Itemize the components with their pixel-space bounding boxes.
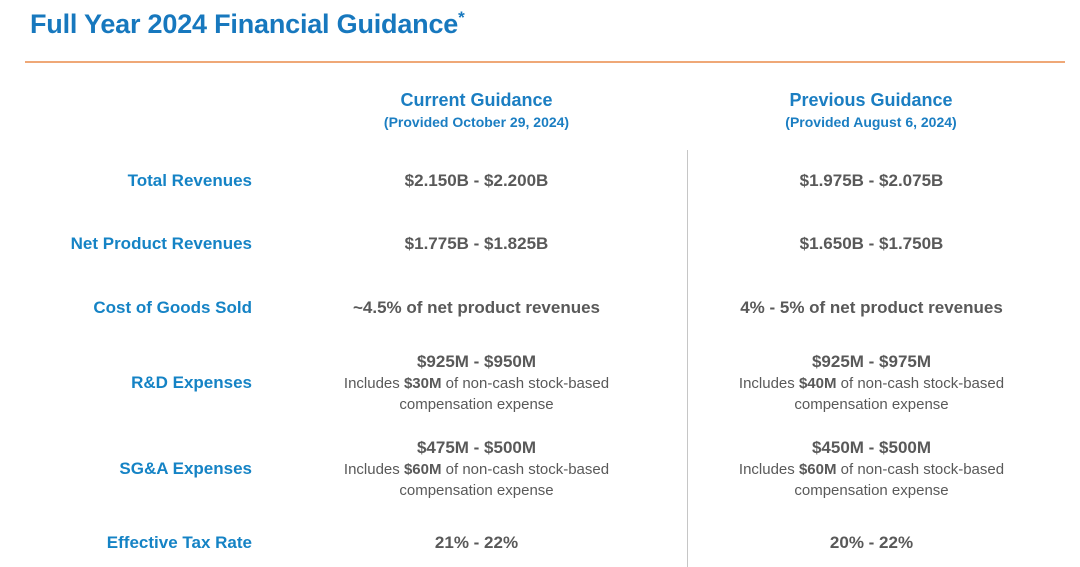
value-text: $450M - $500M bbox=[811, 437, 932, 457]
value-text: $2.150B - $2.200B bbox=[404, 171, 549, 190]
value-text: $925M - $950M bbox=[416, 351, 537, 371]
value-text: $1.975B - $2.075B bbox=[799, 171, 944, 190]
value-text: $1.650B - $1.750B bbox=[799, 233, 944, 253]
note-amount: $40M bbox=[798, 374, 837, 392]
value-note: Includes $60M of non-cash stock-based co… bbox=[317, 459, 637, 501]
cell-sga-expenses-previous: $450M - $500M Includes $60M of non-cash … bbox=[687, 425, 1055, 512]
guidance-table: Total Revenues $2.150B - $2.200B $1.975B… bbox=[0, 150, 1055, 567]
value-text: $475M - $500M bbox=[416, 437, 537, 457]
note-prefix: Includes bbox=[738, 374, 799, 392]
title-divider-line bbox=[25, 61, 1065, 63]
row-label-sga-expenses: SG&A Expenses bbox=[0, 425, 266, 512]
cell-rd-expenses-previous: $925M - $975M Includes $40M of non-cash … bbox=[687, 340, 1055, 425]
note-suffix: of non-cash stock-based compensation exp… bbox=[794, 460, 1005, 499]
previous-guidance-date: (Provided August 6, 2024) bbox=[785, 114, 957, 130]
page-title-text: Full Year 2024 Financial Guidance bbox=[30, 9, 459, 39]
cell-total-revenues-previous: $1.975B - $2.075B bbox=[687, 150, 1055, 212]
row-label-net-product-revenues: Net Product Revenues bbox=[0, 212, 266, 275]
value-note: Includes $60M of non-cash stock-based co… bbox=[712, 459, 1032, 501]
note-amount: $60M bbox=[403, 460, 442, 478]
row-label-rd-expenses: R&D Expenses bbox=[0, 340, 266, 425]
note-suffix: of non-cash stock-based compensation exp… bbox=[794, 374, 1005, 413]
value-text: ~4.5% of net product revenues bbox=[352, 297, 601, 317]
column-header-current: Current Guidance (Provided October 29, 2… bbox=[266, 88, 687, 132]
cell-cogs-current: ~4.5% of net product revenues bbox=[266, 275, 687, 340]
value-note: Includes $30M of non-cash stock-based co… bbox=[317, 373, 637, 415]
cell-sga-expenses-current: $475M - $500M Includes $60M of non-cash … bbox=[266, 425, 687, 512]
value-text: $925M - $975M bbox=[811, 351, 932, 371]
value-text: 20% - 22% bbox=[829, 533, 914, 552]
current-guidance-date: (Provided October 29, 2024) bbox=[383, 114, 570, 130]
cell-effective-tax-rate-previous: 20% - 22% bbox=[687, 512, 1055, 567]
value-text: 21% - 22% bbox=[434, 533, 519, 552]
note-prefix: Includes bbox=[738, 460, 799, 478]
cell-net-product-revenues-previous: $1.650B - $1.750B bbox=[687, 212, 1055, 275]
value-note: Includes $40M of non-cash stock-based co… bbox=[712, 373, 1032, 415]
column-header-previous: Previous Guidance (Provided August 6, 20… bbox=[687, 88, 1055, 132]
note-suffix: of non-cash stock-based compensation exp… bbox=[399, 374, 610, 413]
row-label-effective-tax-rate: Effective Tax Rate bbox=[0, 512, 266, 567]
value-text: $1.775B - $1.825B bbox=[404, 233, 549, 253]
cell-total-revenues-current: $2.150B - $2.200B bbox=[266, 150, 687, 212]
row-label-total-revenues: Total Revenues bbox=[0, 150, 266, 212]
cell-effective-tax-rate-current: 21% - 22% bbox=[266, 512, 687, 567]
value-text: 4% - 5% of net product revenues bbox=[740, 297, 1003, 317]
column-headers: Current Guidance (Provided October 29, 2… bbox=[0, 88, 1055, 132]
note-prefix: Includes bbox=[343, 374, 404, 392]
note-suffix: of non-cash stock-based compensation exp… bbox=[399, 460, 610, 499]
cell-net-product-revenues-current: $1.775B - $1.825B bbox=[266, 212, 687, 275]
cell-cogs-previous: 4% - 5% of net product revenues bbox=[687, 275, 1055, 340]
note-prefix: Includes bbox=[343, 460, 404, 478]
header-spacer bbox=[0, 88, 266, 132]
page-title: Full Year 2024 Financial Guidance* bbox=[30, 8, 465, 40]
cell-rd-expenses-current: $925M - $950M Includes $30M of non-cash … bbox=[266, 340, 687, 425]
previous-guidance-title: Previous Guidance bbox=[789, 90, 953, 110]
row-label-cost-of-goods-sold: Cost of Goods Sold bbox=[0, 275, 266, 340]
note-amount: $30M bbox=[403, 374, 442, 392]
title-asterisk: * bbox=[458, 8, 465, 27]
note-amount: $60M bbox=[798, 460, 837, 478]
current-guidance-title: Current Guidance bbox=[400, 90, 553, 110]
